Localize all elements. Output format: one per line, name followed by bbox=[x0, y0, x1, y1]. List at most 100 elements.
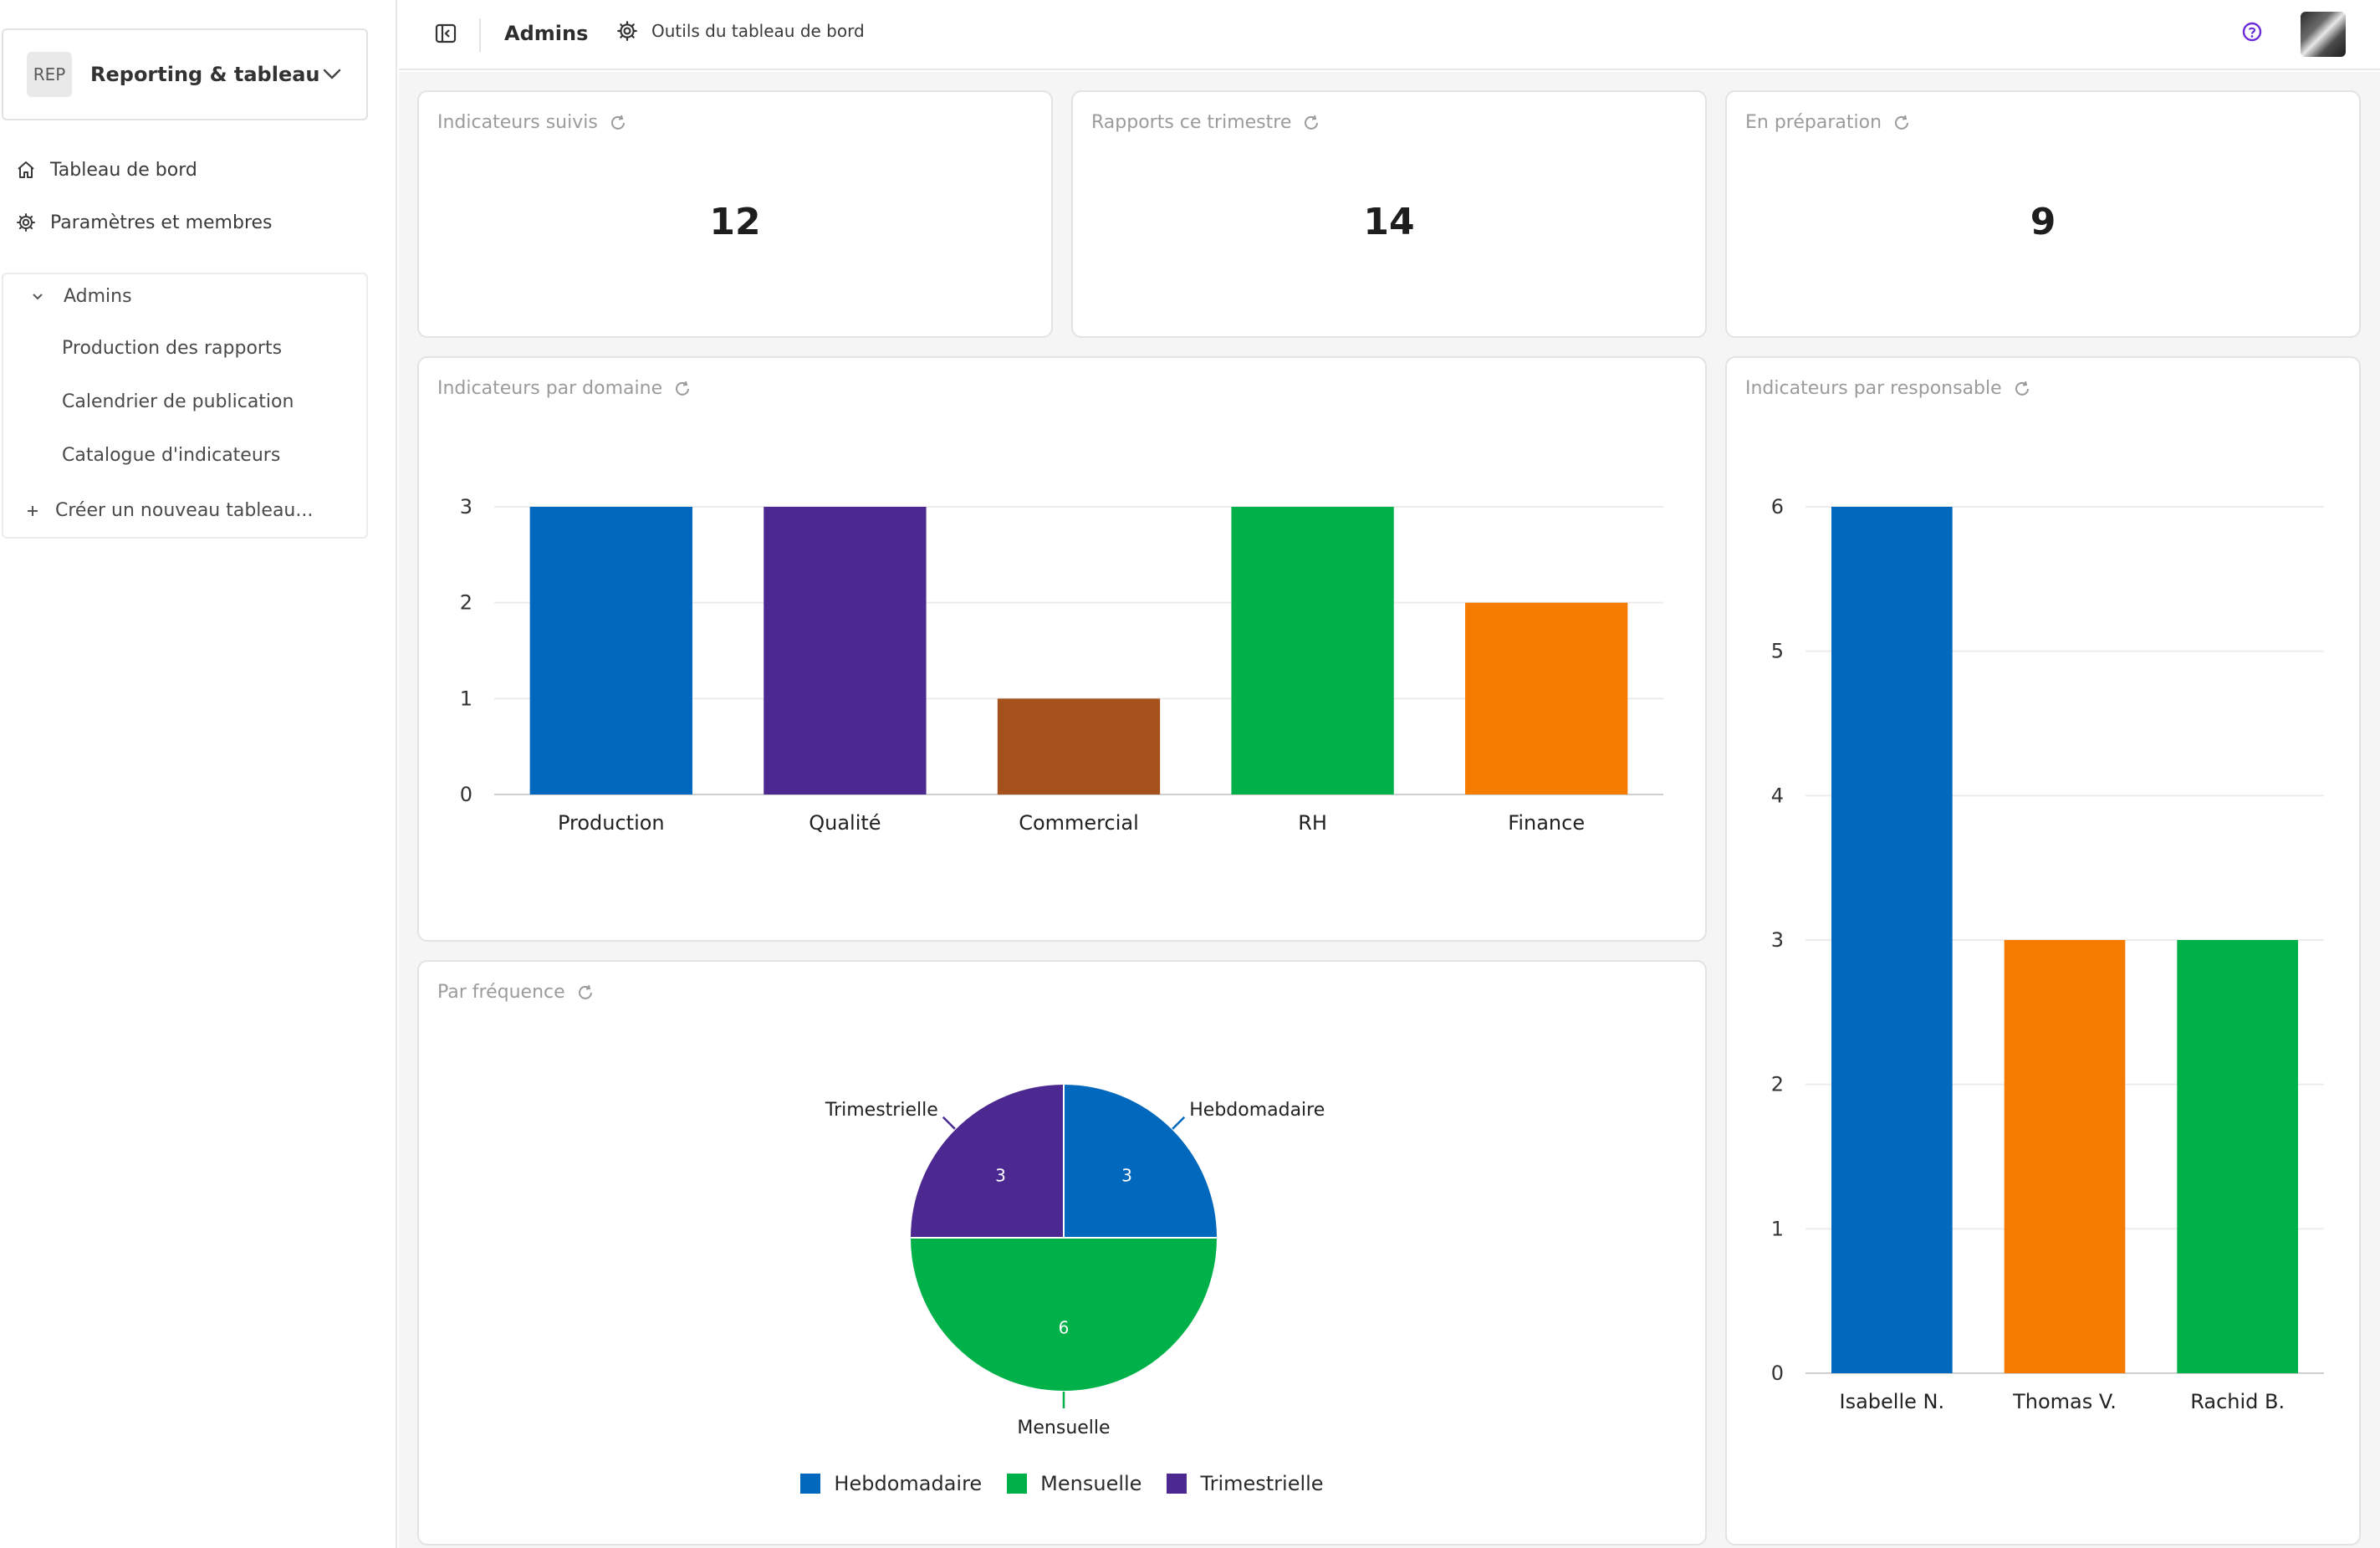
create-dashboard-button[interactable]: Créer un nouveau tableau... bbox=[27, 500, 313, 521]
dashboard-tools-button[interactable]: Outils du tableau de bord bbox=[615, 18, 865, 43]
chart-title: Indicateurs par domaine bbox=[437, 378, 692, 399]
legend-item[interactable]: Hebdomadaire bbox=[800, 1472, 982, 1495]
kpi-title-text: Indicateurs suivis bbox=[437, 112, 598, 133]
nav-item-label: Tableau de bord bbox=[50, 159, 197, 181]
bar bbox=[2004, 940, 2126, 1373]
frequency-pie-chart: 3 Hebdomadaire 6 Mensuelle 3 Trimestrielle bbox=[825, 1082, 1325, 1438]
y-tick-label: 3 bbox=[460, 495, 472, 519]
bar bbox=[1231, 507, 1394, 794]
kpi-title-text: Rapports ce trimestre bbox=[1091, 112, 1292, 133]
domain-chart-card: Indicateurs par domaine 0 1 2 3 Production Qu… bbox=[417, 356, 1707, 942]
kpi-value: 14 bbox=[1363, 201, 1415, 243]
avatar[interactable] bbox=[2301, 12, 2346, 57]
x-tick-label: Rachid B. bbox=[2190, 1390, 2285, 1413]
legend-item[interactable]: Trimestrielle bbox=[1167, 1472, 1324, 1495]
workspace-switcher[interactable]: REP Reporting & tableau... bbox=[2, 28, 368, 120]
home-icon bbox=[15, 159, 37, 181]
top-bar: Admins Outils du tableau de bord bbox=[399, 0, 2380, 70]
legend-item[interactable]: Mensuelle bbox=[1007, 1472, 1141, 1495]
dashboard-main: Indicateurs suivis 12 Rapports ce trimes… bbox=[399, 72, 2380, 1548]
divider bbox=[479, 18, 481, 52]
y-tick-label: 0 bbox=[460, 783, 472, 806]
y-tick-label: 1 bbox=[1771, 1217, 1784, 1240]
kpi-card: Indicateurs suivis 12 bbox=[417, 90, 1053, 338]
refresh-icon[interactable] bbox=[1892, 113, 1912, 133]
help-button[interactable] bbox=[2239, 20, 2265, 47]
bar bbox=[1465, 602, 1628, 794]
pie-leader-line bbox=[942, 1116, 956, 1130]
refresh-icon[interactable] bbox=[672, 379, 692, 399]
tree-item[interactable]: Catalogue d'indicateurs bbox=[62, 445, 280, 466]
workspace-badge: REP bbox=[27, 52, 72, 97]
kpi-value: 9 bbox=[2030, 201, 2056, 243]
pie-value-label: 6 bbox=[1059, 1318, 1070, 1338]
y-tick-label: 5 bbox=[1771, 640, 1784, 663]
pie-category-label: Trimestrielle bbox=[825, 1100, 938, 1121]
refresh-icon[interactable] bbox=[2012, 379, 2032, 399]
help-icon bbox=[2241, 21, 2263, 46]
chart-title-text: Indicateurs par domaine bbox=[437, 378, 663, 399]
owner-chart-card: Indicateurs par responsable 0 1 2 3 4 5 6 Isabe… bbox=[1725, 356, 2361, 1545]
legend-label: Hebdomadaire bbox=[834, 1472, 983, 1495]
dashboard-tools-label: Outils du tableau de bord bbox=[651, 21, 865, 41]
y-tick-label: 4 bbox=[1771, 784, 1784, 807]
refresh-icon[interactable] bbox=[608, 113, 628, 133]
breadcrumb[interactable]: Admins bbox=[504, 22, 589, 45]
sidebar-toggle-icon bbox=[435, 23, 457, 47]
dashboard-tree: Admins Production des rapports Calendrie… bbox=[2, 273, 368, 539]
pie-value-label: 3 bbox=[1121, 1166, 1132, 1186]
pie-legend: Hebdomadaire Mensuelle Trimestrielle bbox=[419, 1472, 1705, 1495]
refresh-icon[interactable] bbox=[575, 983, 595, 1003]
pie-category-label: Hebdomadaire bbox=[1189, 1100, 1325, 1121]
legend-label: Mensuelle bbox=[1040, 1472, 1142, 1495]
bar bbox=[2177, 940, 2298, 1373]
kpi-card: Rapports ce trimestre 14 bbox=[1071, 90, 1707, 338]
tree-group-admins[interactable]: Admins bbox=[32, 286, 132, 307]
tree-item-label: Production des rapports bbox=[62, 338, 283, 359]
y-tick-label: 0 bbox=[1771, 1362, 1784, 1385]
tree-group-label: Admins bbox=[64, 286, 132, 307]
frequency-chart-card: Par fréquence 3 Hebdomadaire 6 Mensuelle 3 Tr… bbox=[417, 960, 1707, 1545]
nav-item-dashboard[interactable]: Tableau de bord bbox=[15, 159, 197, 181]
pie-category-label: Mensuelle bbox=[1017, 1418, 1110, 1438]
kpi-title: En préparation bbox=[1745, 112, 1912, 133]
refresh-icon[interactable] bbox=[1301, 113, 1321, 133]
legend-swatch bbox=[1007, 1474, 1028, 1494]
domain-bar-chart: 0 1 2 3 Production Qualité Commercial RH Finance bbox=[460, 495, 1663, 835]
collapse-sidebar-button[interactable] bbox=[431, 20, 461, 50]
chart-title-text: Indicateurs par responsable bbox=[1745, 378, 2002, 399]
legend-swatch bbox=[800, 1474, 821, 1494]
pie-slice bbox=[908, 1237, 1219, 1392]
pie-leader-line bbox=[1172, 1116, 1186, 1130]
kpi-title-text: En préparation bbox=[1745, 112, 1882, 133]
y-tick-label: 2 bbox=[460, 591, 472, 615]
x-tick-label: Thomas V. bbox=[2012, 1390, 2117, 1413]
owner-bar-chart: 0 1 2 3 4 5 6 Isabelle N. Thomas V. Rachid B. bbox=[1771, 495, 2324, 1413]
x-tick-label: Qualité bbox=[809, 811, 881, 835]
pie-value-label: 3 bbox=[995, 1166, 1006, 1186]
chart-title: Indicateurs par responsable bbox=[1745, 378, 2032, 399]
tree-item[interactable]: Production des rapports bbox=[62, 338, 282, 359]
bar bbox=[997, 698, 1161, 794]
x-tick-label: Commercial bbox=[1019, 811, 1139, 835]
bar bbox=[529, 507, 692, 794]
nav-item-settings[interactable]: Paramètres et membres bbox=[15, 212, 273, 233]
x-tick-label: RH bbox=[1298, 811, 1327, 835]
tree-item-label: Catalogue d'indicateurs bbox=[62, 445, 281, 466]
workspace-name: Reporting & tableau... bbox=[90, 63, 319, 86]
x-tick-label: Production bbox=[558, 811, 665, 835]
y-tick-label: 6 bbox=[1771, 495, 1784, 519]
bar bbox=[1831, 507, 1953, 1373]
bar bbox=[764, 507, 927, 794]
kpi-value: 12 bbox=[709, 201, 761, 243]
legend-label: Trimestrielle bbox=[1200, 1472, 1324, 1495]
chevron-down-icon bbox=[32, 293, 47, 301]
kpi-card: En préparation 9 bbox=[1725, 90, 2361, 338]
gear-icon bbox=[15, 212, 37, 233]
chart-title-text: Par fréquence bbox=[437, 982, 565, 1003]
x-tick-label: Isabelle N. bbox=[1840, 1390, 1945, 1413]
kpi-title: Indicateurs suivis bbox=[437, 112, 628, 133]
x-tick-label: Finance bbox=[1508, 811, 1585, 835]
nav-item-label: Paramètres et membres bbox=[50, 212, 273, 233]
tree-item[interactable]: Calendrier de publication bbox=[62, 391, 294, 412]
